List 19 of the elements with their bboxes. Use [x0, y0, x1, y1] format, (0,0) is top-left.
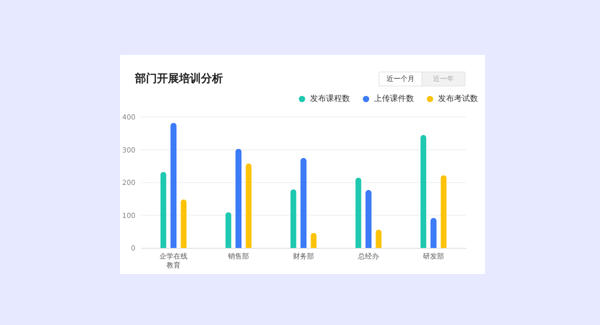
chart-title: 部门开展培训分析	[134, 72, 223, 85]
bar	[376, 230, 382, 248]
bar	[300, 158, 306, 248]
bar	[180, 200, 187, 248]
bar	[170, 122, 176, 248]
bar	[290, 189, 296, 248]
bar	[236, 148, 242, 248]
legend-label: 上传课件数	[374, 94, 414, 103]
bar	[246, 164, 252, 248]
bar	[160, 172, 166, 248]
bar	[355, 178, 362, 248]
bar	[440, 175, 447, 248]
legend-label: 发布课程数	[310, 94, 350, 103]
bar	[310, 232, 317, 248]
bar	[420, 135, 426, 248]
legend-label: 发布考试数	[438, 94, 478, 103]
bar	[366, 190, 372, 248]
bar	[225, 212, 232, 248]
bar	[430, 218, 436, 248]
